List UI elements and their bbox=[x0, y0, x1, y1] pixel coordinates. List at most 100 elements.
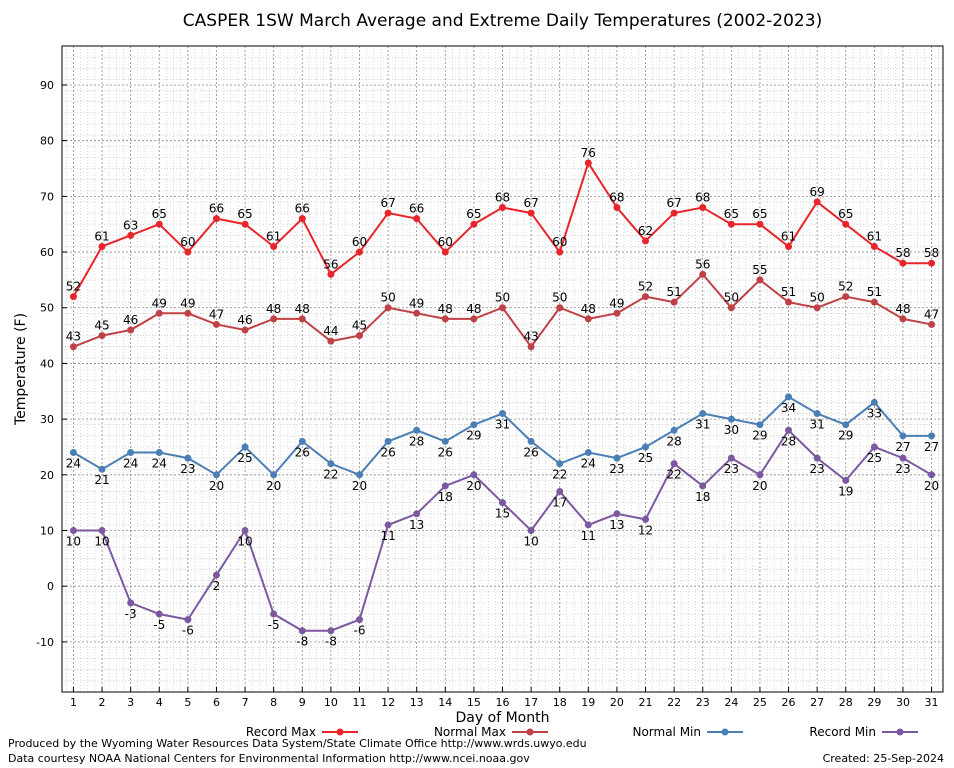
normal-min-data-label: 29 bbox=[466, 429, 481, 443]
x-tick-label: 10 bbox=[324, 696, 338, 709]
record-min-data-label: 10 bbox=[66, 535, 81, 549]
record-max-point bbox=[556, 248, 564, 256]
y-axis-label: Temperature (F) bbox=[13, 313, 29, 426]
record-max-point bbox=[241, 220, 249, 228]
normal-min-point bbox=[241, 443, 249, 451]
record-max-point bbox=[298, 215, 306, 223]
normal-min-point bbox=[270, 471, 278, 479]
record-max-data-label: 76 bbox=[581, 146, 596, 160]
normal-min-point bbox=[584, 449, 592, 457]
normal-max-data-label: 46 bbox=[237, 313, 252, 327]
x-tick-label: 16 bbox=[496, 696, 510, 709]
normal-max-point bbox=[556, 304, 564, 312]
legend-marker-normal-max bbox=[526, 728, 534, 736]
credit-wrds: Produced by the Wyoming Water Resources … bbox=[8, 737, 587, 750]
x-tick-label: 25 bbox=[753, 696, 767, 709]
normal-max-point bbox=[527, 343, 535, 351]
record-max-data-label: 66 bbox=[409, 202, 424, 216]
record-min-data-label: 11 bbox=[581, 529, 596, 543]
normal-min-data-label: 24 bbox=[123, 457, 138, 471]
record-max-point bbox=[499, 204, 506, 211]
normal-min-data-label: 25 bbox=[237, 451, 252, 465]
record-max-data-label: 65 bbox=[724, 207, 739, 221]
legend-marker-record-min bbox=[896, 728, 904, 736]
record-min-point bbox=[212, 571, 220, 579]
normal-min-data-label: 26 bbox=[295, 445, 310, 459]
x-tick-label: 14 bbox=[438, 696, 452, 709]
normal-max-point bbox=[470, 315, 478, 323]
record-max-point bbox=[384, 209, 392, 217]
y-tick-label: 40 bbox=[40, 357, 54, 370]
normal-min-point bbox=[556, 460, 564, 468]
normal-min-point bbox=[127, 449, 135, 457]
normal-min-data-label: 29 bbox=[838, 429, 853, 443]
record-min-point bbox=[270, 610, 278, 618]
normal-min-point bbox=[384, 437, 392, 445]
record-min-data-label: 25 bbox=[867, 451, 882, 465]
record-max-point bbox=[69, 293, 77, 301]
record-max-data-label: 60 bbox=[352, 235, 367, 249]
x-tick-label: 6 bbox=[213, 696, 220, 709]
record-max-point bbox=[928, 259, 936, 267]
normal-min-data-label: 24 bbox=[581, 457, 596, 471]
normal-max-data-label: 43 bbox=[66, 330, 81, 344]
normal-min-data-label: 20 bbox=[209, 479, 224, 493]
normal-min-data-label: 24 bbox=[66, 457, 81, 471]
normal-max-data-label: 43 bbox=[523, 330, 538, 344]
normal-min-data-label: 27 bbox=[895, 440, 910, 454]
record-max-point bbox=[584, 159, 592, 167]
normal-min-point bbox=[499, 410, 506, 418]
record-max-data-label: 67 bbox=[666, 196, 681, 210]
y-tick-label: 90 bbox=[40, 79, 54, 92]
record-min-point bbox=[870, 443, 878, 451]
normal-min-data-label: 28 bbox=[409, 434, 424, 448]
normal-max-data-label: 50 bbox=[380, 291, 395, 305]
normal-max-data-label: 50 bbox=[810, 291, 825, 305]
x-tick-label: 15 bbox=[467, 696, 481, 709]
normal-max-data-label: 44 bbox=[323, 324, 338, 338]
normal-max-data-label: 45 bbox=[352, 319, 367, 333]
record-min-point bbox=[69, 527, 77, 534]
normal-max-data-label: 46 bbox=[123, 313, 138, 327]
record-max-point bbox=[155, 220, 163, 228]
record-min-point bbox=[727, 454, 735, 462]
normal-min-point bbox=[355, 471, 363, 479]
x-tick-label: 29 bbox=[867, 696, 881, 709]
normal-min-point bbox=[155, 449, 163, 457]
x-tick-label: 9 bbox=[299, 696, 306, 709]
normal-min-point bbox=[670, 426, 678, 434]
x-tick-label: 1 bbox=[70, 696, 77, 709]
record-min-point bbox=[527, 527, 535, 534]
normal-max-point bbox=[212, 320, 220, 328]
x-tick-label: 8 bbox=[270, 696, 277, 709]
record-min-point bbox=[155, 610, 163, 618]
record-min-point bbox=[413, 510, 421, 518]
normal-min-data-label: 29 bbox=[752, 429, 767, 443]
record-max-data-label: 69 bbox=[810, 185, 825, 199]
normal-max-point bbox=[499, 304, 506, 312]
normal-max-point bbox=[355, 332, 363, 340]
record-min-data-label: -6 bbox=[353, 624, 365, 638]
record-min-data-label: 18 bbox=[695, 490, 710, 504]
record-max-point bbox=[327, 270, 335, 278]
record-max-point bbox=[785, 242, 793, 250]
record-min-data-label: 2 bbox=[213, 579, 221, 593]
record-min-data-label: 10 bbox=[237, 535, 252, 549]
normal-max-data-label: 56 bbox=[695, 257, 710, 271]
record-min-point bbox=[699, 482, 707, 490]
x-tick-label: 11 bbox=[352, 696, 366, 709]
y-tick-label: -10 bbox=[36, 636, 54, 649]
record-min-data-label: 28 bbox=[781, 434, 796, 448]
record-max-point bbox=[756, 220, 764, 228]
x-tick-label: 30 bbox=[896, 696, 910, 709]
record-max-data-label: 60 bbox=[552, 235, 567, 249]
record-max-data-label: 52 bbox=[66, 280, 81, 294]
record-min-point bbox=[756, 471, 764, 479]
y-tick-label: 80 bbox=[40, 135, 54, 148]
legend-marker-record-max bbox=[336, 728, 344, 736]
normal-max-data-label: 48 bbox=[895, 302, 910, 316]
legend-label-record-min: Record Min bbox=[809, 725, 876, 739]
normal-max-point bbox=[184, 309, 192, 317]
record-min-data-label: 15 bbox=[495, 507, 510, 521]
